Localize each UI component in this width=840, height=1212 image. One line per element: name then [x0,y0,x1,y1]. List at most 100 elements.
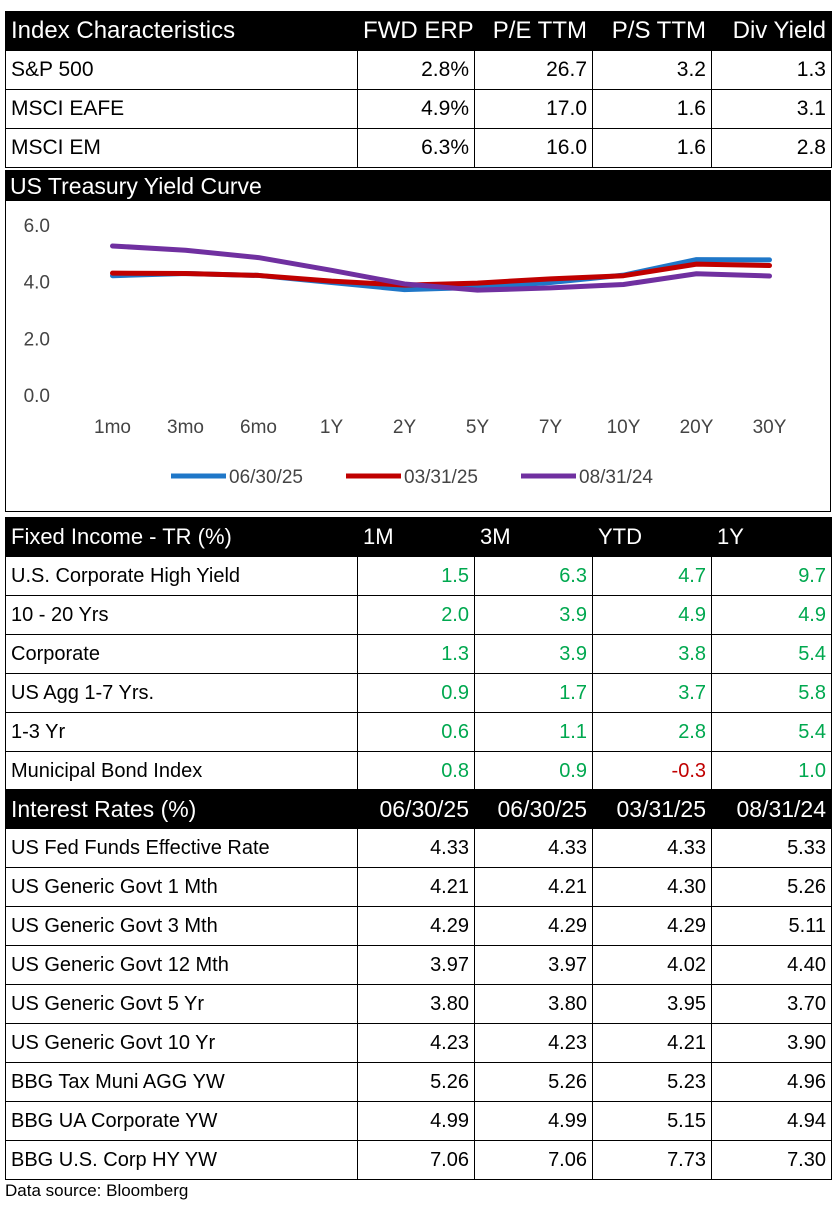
legend-label: 06/30/25 [229,467,303,488]
table-cell: 3.90 [711,1023,832,1063]
header-3m: 3M [474,517,593,557]
x-tick-label: 7Y [539,417,563,438]
table-cell: 4.30 [592,867,712,907]
table-row: 10 - 20 Yrs 2.0 3.9 4.9 4.9 [5,595,832,635]
header-ps-ttm: P/S TTM [592,11,712,51]
row-label: S&P 500 [5,50,358,90]
row-label: BBG UA Corporate YW [5,1101,358,1141]
row-label: BBG U.S. Corp HY YW [5,1140,358,1180]
table-cell: 1.1 [474,712,593,752]
table-cell: 5.4 [711,634,832,674]
table-row: U.S. Corporate High Yield 1.5 6.3 4.7 9.7 [5,556,832,596]
x-tick-label: 10Y [607,417,641,438]
table-row: US Generic Govt 10 Yr 4.23 4.23 4.21 3.90 [5,1023,832,1063]
table-cell: 5.15 [592,1101,712,1141]
header-fwd-erp: FWD ERP [357,11,475,51]
row-label: US Fed Funds Effective Rate [5,828,358,868]
y-tick-label: 0.0 [24,386,50,407]
table-cell: 1.0 [711,751,832,791]
table-cell: 3.7 [592,673,712,713]
chart-title: US Treasury Yield Curve [6,171,830,201]
legend-label: 08/31/24 [579,467,653,488]
x-tick-label: 3mo [167,417,204,438]
table-cell: 4.29 [357,906,475,946]
table-cell: 5.11 [711,906,832,946]
row-label: U.S. Corporate High Yield [5,556,358,596]
table-cell: 5.4 [711,712,832,752]
table-cell: 1.6 [592,128,712,168]
row-label: MSCI EAFE [5,89,358,129]
table-cell: 4.99 [474,1101,593,1141]
table-row: BBG UA Corporate YW 4.99 4.99 5.15 4.94 [5,1101,832,1141]
table-cell: 1.3 [711,50,832,90]
row-label: 10 - 20 Yrs [5,595,358,635]
row-label: US Generic Govt 12 Mth [5,945,358,985]
table-row: Municipal Bond Index 0.8 0.9 -0.3 1.0 [5,751,832,791]
table-cell: 3.80 [474,984,593,1024]
table-cell: 3.9 [474,634,593,674]
table-cell: 1.3 [357,634,475,674]
y-tick-label: 6.0 [24,216,50,237]
table-cell: 4.9 [711,595,832,635]
table-row: 1-3 Yr 0.6 1.1 2.8 5.4 [5,712,832,752]
table-cell: 2.8 [711,128,832,168]
row-label: BBG Tax Muni AGG YW [5,1062,358,1102]
table-cell: 4.99 [357,1101,475,1141]
table-cell: 17.0 [474,89,593,129]
table-cell: 4.9% [357,89,475,129]
x-tick-label: 2Y [393,417,417,438]
table-row: MSCI EAFE 4.9% 17.0 1.6 3.1 [5,89,832,129]
row-label: US Generic Govt 10 Yr [5,1023,358,1063]
header-rate-date-4: 08/31/24 [711,789,832,829]
table-cell: 4.7 [592,556,712,596]
table-cell: 3.97 [357,945,475,985]
legend-label: 03/31/25 [404,467,478,488]
table-cell: 4.29 [592,906,712,946]
y-tick-label: 2.0 [24,329,50,350]
header-interest-rates: Interest Rates (%) [5,789,358,829]
table-cell: 16.0 [474,128,593,168]
header-div-yield: Div Yield [711,11,832,51]
series-line-2 [110,261,772,288]
header-pe-ttm: P/E TTM [474,11,593,51]
interest-rates-table: Interest Rates (%) 06/30/25 06/30/25 03/… [5,789,832,1180]
header-index-characteristics: Index Characteristics [5,11,358,51]
table-cell: 3.1 [711,89,832,129]
table-cell: 4.29 [474,906,593,946]
table-cell: -0.3 [592,751,712,791]
table-cell: 6.3 [474,556,593,596]
row-label: US Generic Govt 1 Mth [5,867,358,907]
table-cell: 2.8% [357,50,475,90]
header-1m: 1M [357,517,475,557]
x-tick-label: 6mo [240,417,277,438]
x-tick-label: 1Y [320,417,344,438]
row-label: US Generic Govt 3 Mth [5,906,358,946]
table-cell: 3.80 [357,984,475,1024]
table-row: MSCI EM 6.3% 16.0 1.6 2.8 [5,128,832,168]
table-row: BBG Tax Muni AGG YW 5.26 5.26 5.23 4.96 [5,1062,832,1102]
table-cell: 0.9 [474,751,593,791]
table-cell: 26.7 [474,50,593,90]
table-header-row: Index Characteristics FWD ERP P/E TTM P/… [5,11,832,51]
table-cell: 2.8 [592,712,712,752]
table-cell: 4.02 [592,945,712,985]
table-row: Corporate 1.3 3.9 3.8 5.4 [5,634,832,674]
header-ytd: YTD [592,517,712,557]
table-cell: 6.3% [357,128,475,168]
fixed-income-table: Fixed Income - TR (%) 1M 3M YTD 1Y U.S. … [5,517,832,791]
x-tick-label: 30Y [753,417,787,438]
x-tick-label: 20Y [680,417,714,438]
table-header-row: Fixed Income - TR (%) 1M 3M YTD 1Y [5,517,832,557]
table-cell: 5.23 [592,1062,712,1102]
table-cell: 4.94 [711,1101,832,1141]
table-cell: 0.8 [357,751,475,791]
table-row: US Generic Govt 5 Yr 3.80 3.80 3.95 3.70 [5,984,832,1024]
table-cell: 7.73 [592,1140,712,1180]
row-label: MSCI EM [5,128,358,168]
series-line-3 [110,243,772,293]
table-cell: 4.96 [711,1062,832,1102]
table-row: US Agg 1-7 Yrs. 0.9 1.7 3.7 5.8 [5,673,832,713]
table-cell: 4.21 [592,1023,712,1063]
table-cell: 7.30 [711,1140,832,1180]
table-row: US Generic Govt 1 Mth 4.21 4.21 4.30 5.26 [5,867,832,907]
